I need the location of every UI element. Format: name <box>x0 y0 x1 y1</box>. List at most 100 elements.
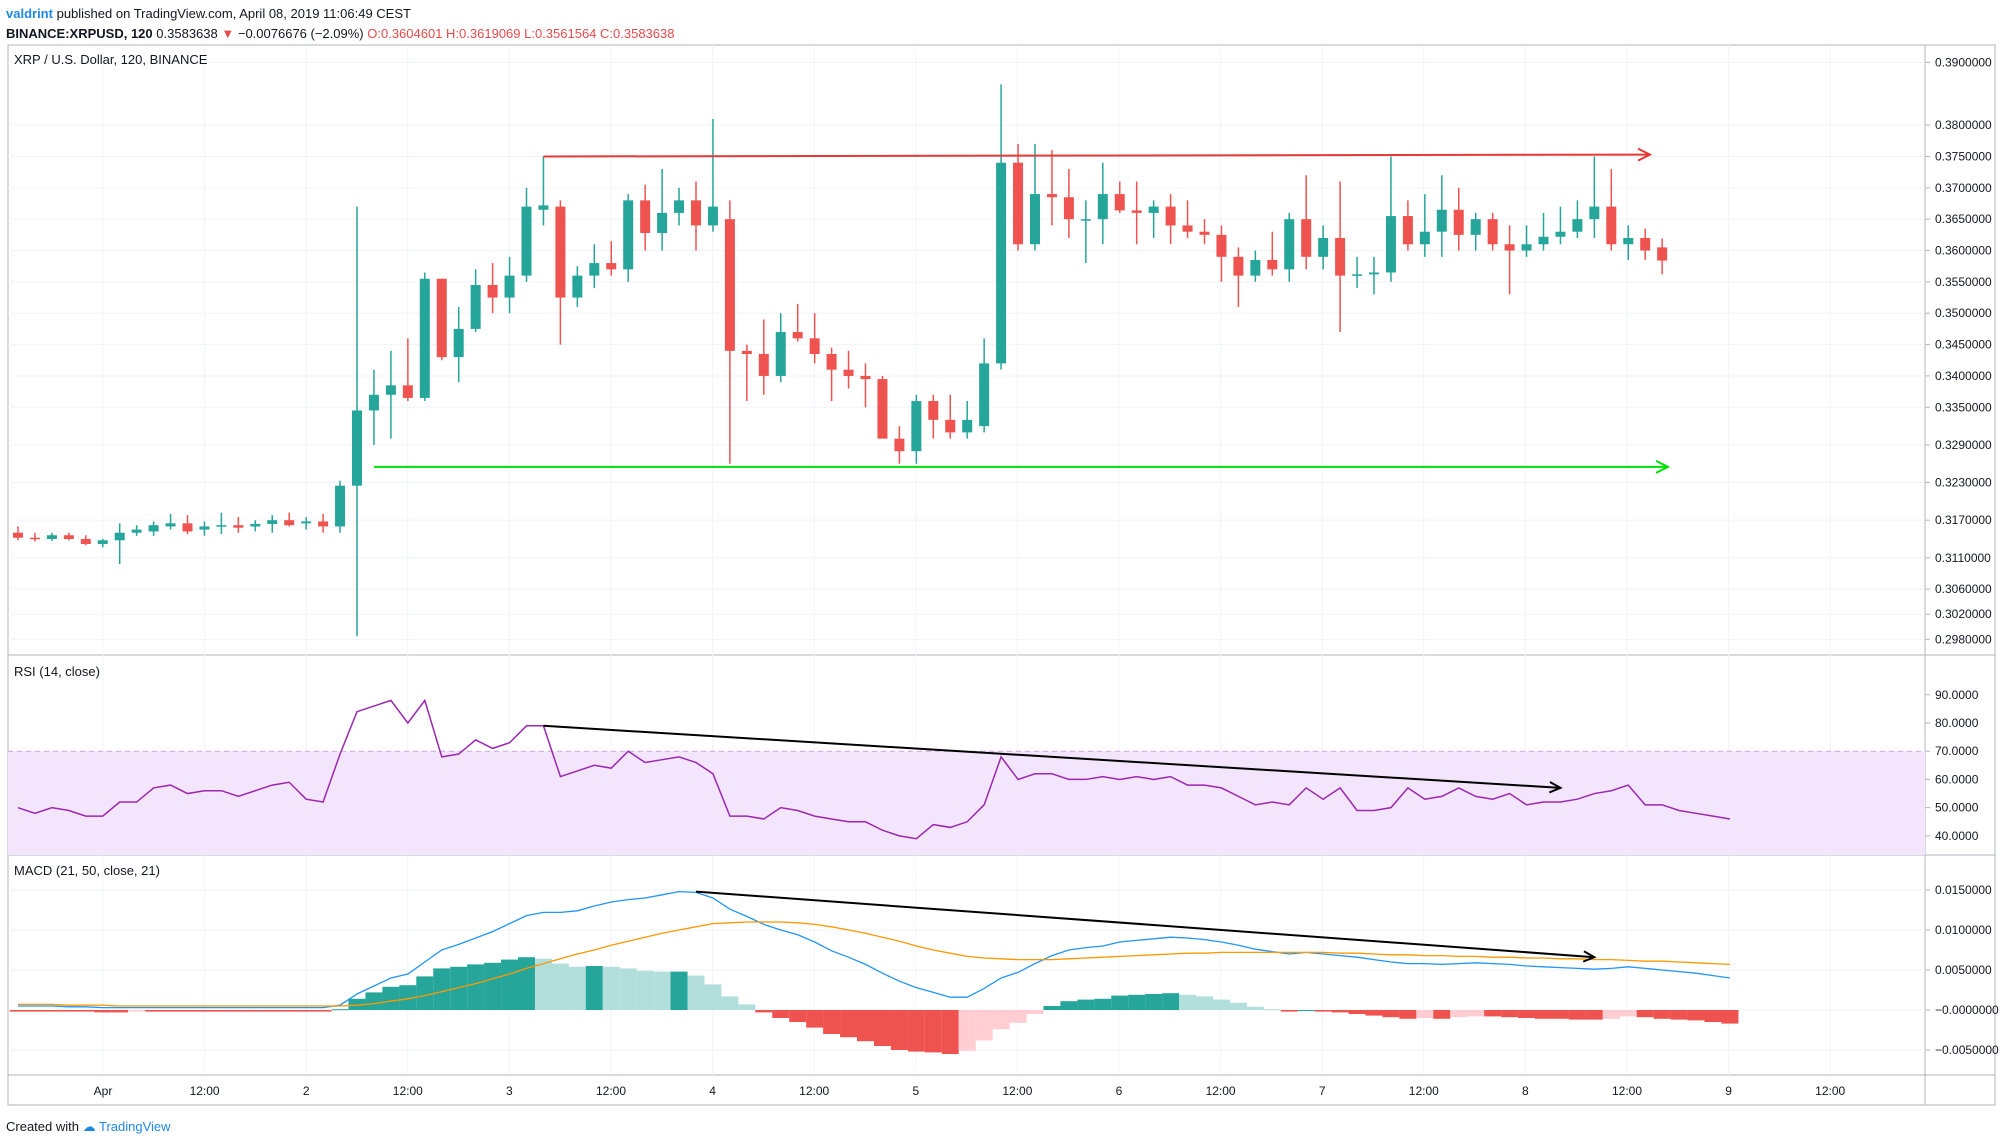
macd-histogram-bar <box>416 976 434 1010</box>
rsi-tick-label: 70.0000 <box>1935 744 1979 758</box>
candle-body <box>1267 259 1278 270</box>
candle-body <box>1640 237 1651 251</box>
price-tick-label: 0.3550000 <box>1935 275 1992 289</box>
macd-histogram-bar <box>873 1010 891 1046</box>
macd-histogram-bar <box>1179 994 1197 1010</box>
candle-body <box>640 200 651 233</box>
macd-histogram-bar <box>26 1010 44 1012</box>
candle-body <box>877 379 888 439</box>
macd-histogram-bar <box>1484 1010 1502 1017</box>
macd-histogram-bar <box>365 992 383 1010</box>
macd-histogram-bar <box>1551 1010 1569 1019</box>
candle-body <box>13 532 23 538</box>
candle-body <box>1623 237 1634 245</box>
macd-histogram-bar <box>1094 998 1112 1010</box>
macd-histogram-bar <box>145 1010 163 1012</box>
candle-body <box>335 485 346 527</box>
time-tick-label: 12:00 <box>190 1084 220 1098</box>
macd-histogram-bar <box>653 971 671 1010</box>
time-tick-label: 12:00 <box>1815 1084 1845 1098</box>
macd-histogram-bar <box>484 962 502 1010</box>
candle-body <box>1063 197 1074 220</box>
tradingview-link[interactable]: TradingView <box>99 1119 171 1134</box>
candle-body <box>385 385 396 395</box>
time-tick-label: 7 <box>1319 1084 1326 1098</box>
macd-histogram-bar <box>534 958 552 1010</box>
candle-body <box>470 285 481 329</box>
candle-body <box>521 206 532 276</box>
price-tick-label: 0.3290000 <box>1935 438 1992 452</box>
macd-histogram-bar <box>772 1010 790 1018</box>
candle-body <box>1080 219 1091 221</box>
down-arrow-icon: ▼ <box>221 26 235 41</box>
price-pane-title: XRP / U.S. Dollar, 120, BINANCE <box>14 52 208 67</box>
candle-body <box>1182 225 1193 232</box>
candle-body <box>97 540 108 545</box>
candle-body <box>419 278 430 398</box>
candle-body <box>826 354 837 370</box>
macd-histogram-bar <box>1450 1010 1468 1018</box>
macd-histogram-bar <box>687 975 705 1010</box>
macd-histogram-bar <box>297 1010 315 1012</box>
candle-body <box>894 438 905 452</box>
candle-body <box>1436 209 1447 232</box>
macd-histogram-bar <box>1145 994 1163 1010</box>
candle-body <box>1657 247 1668 261</box>
candle-body <box>1385 216 1396 273</box>
macd-histogram-bar <box>43 1010 61 1012</box>
candle-body <box>979 363 990 427</box>
macd-tick-label: −0.0000000 <box>1935 1003 1999 1017</box>
candle-body <box>792 332 803 339</box>
macd-histogram-bar <box>1467 1010 1485 1017</box>
candle-body <box>148 525 159 532</box>
candle-body <box>996 162 1007 364</box>
macd-histogram-bar <box>789 1010 807 1022</box>
price-change: −0.0076676 (−2.09%) <box>237 26 364 41</box>
price-tick-label: 0.3700000 <box>1935 181 1992 195</box>
price-tick-label: 0.3020000 <box>1935 607 1992 621</box>
macd-histogram-bar <box>619 968 637 1010</box>
candle-body <box>1504 244 1515 251</box>
author-link[interactable]: valdrint <box>6 6 53 21</box>
macd-histogram-bar <box>399 985 417 1010</box>
time-tick-label: 8 <box>1522 1084 1529 1098</box>
candle-body <box>1555 231 1566 237</box>
candle-body <box>843 369 854 376</box>
macd-histogram-bar <box>280 1010 298 1012</box>
candle-body <box>1369 272 1379 275</box>
price-tick-label: 0.2980000 <box>1935 632 1992 646</box>
candle-body <box>216 525 227 527</box>
candle-body <box>182 523 193 532</box>
macd-tick-label: 0.0050000 <box>1935 963 1992 977</box>
rsi-tick-label: 80.0000 <box>1935 716 1979 730</box>
candle-body <box>1453 209 1464 235</box>
macd-histogram-bar <box>348 998 366 1010</box>
macd-histogram-bar <box>1585 1010 1603 1020</box>
macd-histogram-bar <box>1229 1002 1247 1010</box>
candle-body <box>1046 194 1057 198</box>
macd-histogram-bar <box>450 966 468 1010</box>
candle-body <box>1131 210 1142 213</box>
candle-body <box>453 328 464 358</box>
candle-body <box>318 521 329 527</box>
candle-body <box>623 200 634 270</box>
candle-body <box>29 537 40 540</box>
tradingview-logo-icon: ☁ <box>82 1119 96 1134</box>
macd-histogram-bar <box>263 1010 281 1012</box>
resistance-arrow-icon <box>1637 147 1653 162</box>
macd-histogram-bar <box>602 966 620 1010</box>
macd-histogram-bar <box>551 963 569 1010</box>
candle-body <box>945 419 956 433</box>
candle-body <box>1284 219 1295 270</box>
price-tick-label: 0.3400000 <box>1935 369 1992 383</box>
macd-histogram-bar <box>1602 1010 1620 1019</box>
macd-histogram-bar <box>1162 993 1180 1010</box>
candle-body <box>368 394 379 411</box>
macd-histogram-bar <box>1263 1009 1281 1011</box>
macd-histogram-bar <box>1060 1001 1078 1010</box>
macd-tick-label: −0.0050000 <box>1935 1043 1999 1057</box>
candle-body <box>538 205 549 210</box>
macd-histogram-bar <box>1416 1010 1434 1018</box>
macd-histogram-bar <box>314 1010 332 1012</box>
